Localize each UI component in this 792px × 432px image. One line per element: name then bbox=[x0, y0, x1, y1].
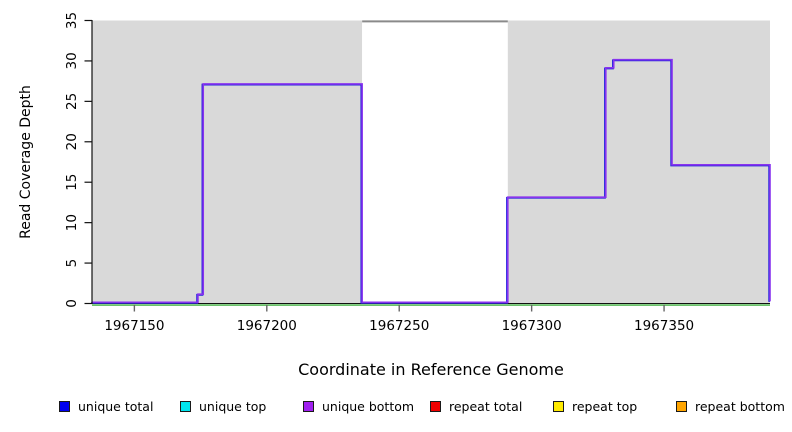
x-tick-label: 1967200 bbox=[237, 318, 297, 334]
legend-item-repeat-total: repeat total bbox=[430, 399, 522, 414]
unique-region-right bbox=[507, 20, 770, 304]
y-tick-label: 30 bbox=[64, 52, 80, 69]
legend-swatch-repeat-total bbox=[430, 401, 441, 412]
legend-label-repeat-bottom: repeat bottom bbox=[695, 399, 785, 414]
y-tick-label: 20 bbox=[64, 133, 80, 150]
legend-item-repeat-top: repeat top bbox=[553, 399, 637, 414]
y-tick-label: 35 bbox=[64, 12, 80, 29]
legend-swatch-unique-top bbox=[180, 401, 191, 412]
x-tick-label: 1967350 bbox=[634, 318, 694, 334]
legend-swatch-unique-total bbox=[59, 401, 70, 412]
x-tick-label: 1967250 bbox=[369, 318, 429, 334]
legend-label-repeat-total: repeat total bbox=[449, 399, 523, 414]
y-tick-label: 0 bbox=[64, 299, 80, 308]
repeat-region bbox=[362, 20, 508, 304]
legend-swatch-repeat-bottom bbox=[676, 401, 687, 412]
unique-region-left bbox=[92, 20, 363, 304]
legend-item-unique-total: unique total bbox=[59, 399, 153, 414]
y-tick-label: 15 bbox=[64, 174, 80, 191]
legend-label-unique-top: unique top bbox=[199, 399, 267, 414]
x-tick-label: 1967150 bbox=[104, 318, 164, 334]
legend-label-unique-bottom: unique bottom bbox=[322, 399, 415, 414]
legend-label-repeat-top: repeat top bbox=[572, 399, 638, 414]
x-tick-label: 1967300 bbox=[502, 318, 562, 334]
legend-item-unique-bottom: unique bottom bbox=[303, 399, 414, 414]
x-axis-title: Coordinate in Reference Genome bbox=[298, 360, 564, 379]
y-tick-label: 5 bbox=[64, 259, 80, 268]
y-tick-label: 10 bbox=[64, 214, 80, 231]
legend-swatch-repeat-top bbox=[553, 401, 564, 412]
legend-item-repeat-bottom: repeat bottom bbox=[676, 399, 785, 414]
y-tick-label: 25 bbox=[64, 93, 80, 110]
plot-area: 0 5 10 15 20 25 30 35 1967150 1967200 1967250 19673… bbox=[64, 12, 771, 334]
legend-swatch-unique-bottom bbox=[303, 401, 314, 412]
legend-item-unique-top: unique top bbox=[180, 399, 266, 414]
legend-label-unique-total: unique total bbox=[78, 399, 154, 414]
y-axis-title: Read Coverage Depth bbox=[18, 85, 34, 239]
unique-bottom-line bbox=[92, 58, 771, 304]
